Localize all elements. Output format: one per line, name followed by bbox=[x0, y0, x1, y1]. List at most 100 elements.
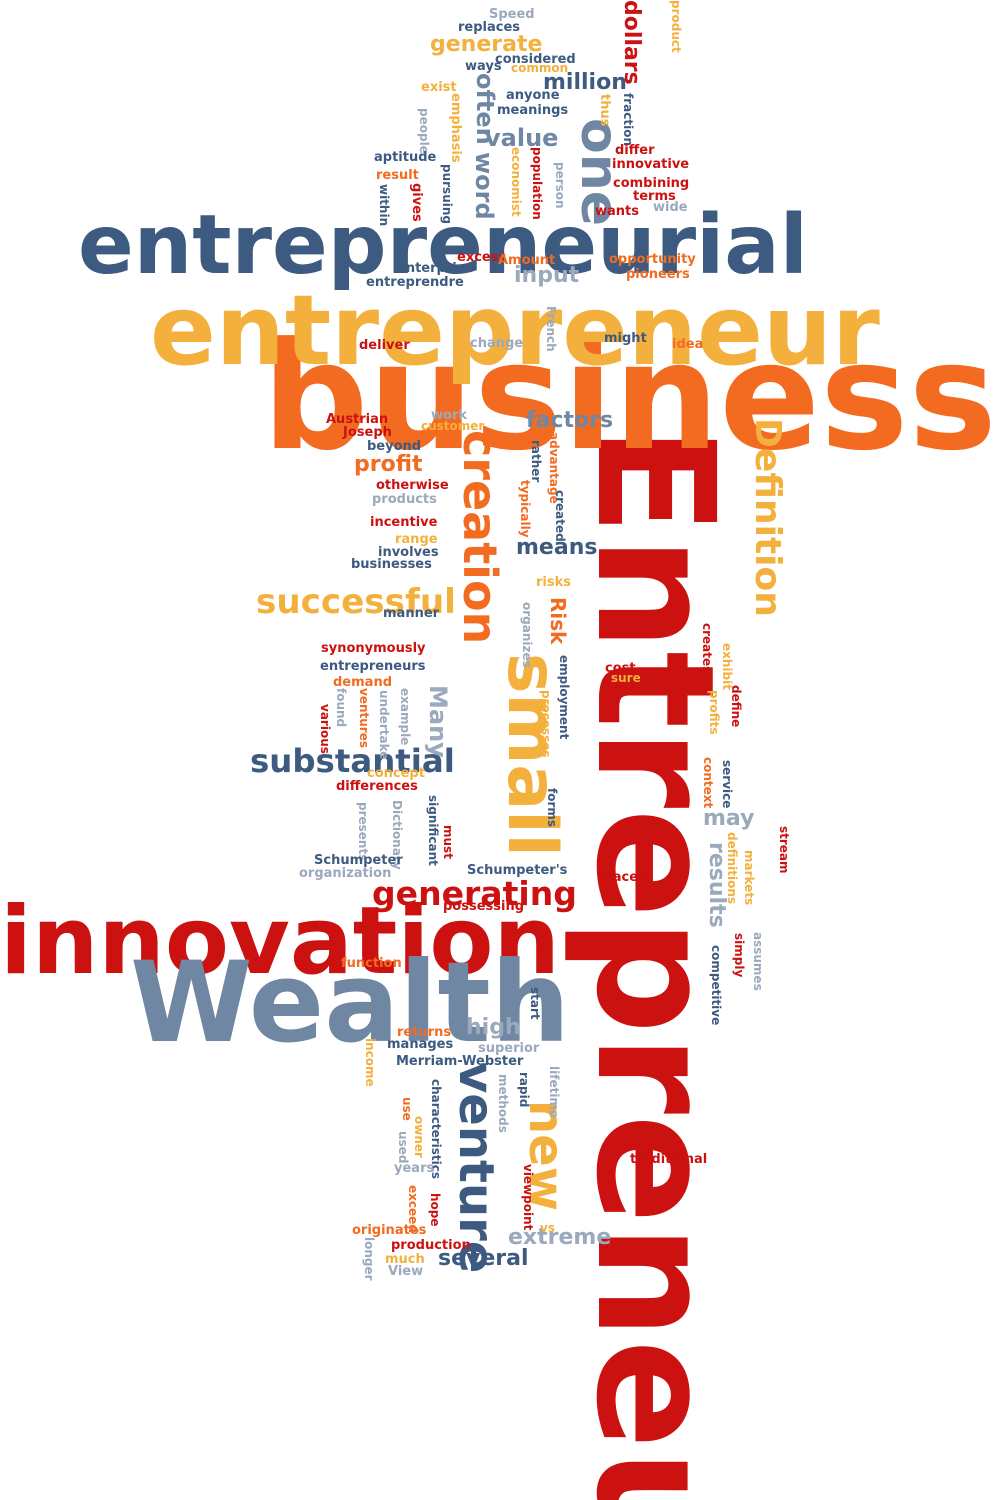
cloud-word: much bbox=[385, 1252, 425, 1267]
cloud-word: hope bbox=[428, 1193, 442, 1227]
cloud-word: Definition bbox=[747, 418, 788, 617]
cloud-word: found bbox=[334, 688, 348, 728]
cloud-word: originates bbox=[352, 1223, 427, 1238]
cloud-word: range bbox=[395, 532, 438, 547]
cloud-word: competitive bbox=[709, 945, 723, 1026]
cloud-word: deliver bbox=[359, 338, 410, 353]
cloud-word: Joseph bbox=[343, 425, 392, 440]
cloud-word: within bbox=[377, 184, 391, 227]
cloud-word: definitions bbox=[725, 832, 739, 905]
cloud-word: emphasis bbox=[448, 93, 463, 163]
cloud-word: customer bbox=[421, 419, 485, 433]
cloud-word: pioneers bbox=[626, 267, 690, 282]
cloud-word: factors bbox=[526, 408, 614, 433]
cloud-word: products bbox=[372, 492, 437, 507]
cloud-word: Many bbox=[424, 685, 452, 758]
cloud-word: replaces bbox=[458, 20, 521, 35]
cloud-word: Wealth bbox=[130, 939, 570, 1068]
cloud-word: entrepreneurs bbox=[320, 659, 426, 674]
cloud-word: forms bbox=[545, 788, 559, 828]
cloud-word: concept bbox=[367, 766, 425, 781]
cloud-word: used bbox=[396, 1131, 410, 1164]
cloud-word: results bbox=[704, 842, 729, 928]
cloud-word: high bbox=[466, 1015, 521, 1040]
cloud-word: created bbox=[553, 490, 567, 542]
cloud-word: traditional bbox=[630, 1152, 708, 1167]
cloud-word: owner bbox=[412, 1116, 426, 1158]
cloud-word: pursuing bbox=[440, 164, 454, 224]
cloud-word: aptitude bbox=[374, 150, 437, 165]
cloud-word: anyone bbox=[506, 88, 560, 103]
cloud-word: profits bbox=[707, 690, 721, 735]
cloud-word: lifetime bbox=[547, 1066, 561, 1119]
cloud-word: exhibit bbox=[720, 643, 734, 690]
cloud-word: assumes bbox=[751, 932, 765, 991]
cloud-word: extreme bbox=[508, 1225, 612, 1250]
cloud-word: word bbox=[470, 152, 498, 220]
cloud-word: processes bbox=[539, 690, 553, 758]
cloud-word: businesses bbox=[351, 557, 432, 572]
cloud-word: define bbox=[729, 685, 743, 728]
cloud-word: input bbox=[514, 263, 580, 288]
cloud-word: fraction bbox=[621, 93, 635, 146]
cloud-word: longer bbox=[362, 1237, 376, 1281]
cloud-word: risks bbox=[536, 575, 571, 590]
cloud-word: Austrian bbox=[326, 412, 389, 427]
cloud-word: organizes bbox=[520, 602, 534, 668]
cloud-word: innovation bbox=[0, 887, 560, 996]
cloud-word: possessing bbox=[443, 899, 525, 914]
cloud-word: entreprendre bbox=[366, 275, 464, 290]
cloud-word: terms bbox=[633, 189, 676, 204]
cloud-word: placed bbox=[599, 870, 648, 885]
cloud-word: stream bbox=[777, 826, 791, 874]
cloud-word: methods bbox=[496, 1074, 510, 1133]
cloud-word: successful bbox=[256, 582, 456, 622]
cloud-word: context bbox=[701, 757, 715, 809]
cloud-word: opportunity bbox=[609, 252, 696, 267]
cloud-word: rather bbox=[529, 440, 543, 483]
cloud-word: million bbox=[543, 70, 627, 95]
cloud-word: creation bbox=[453, 430, 507, 645]
cloud-word: business bbox=[262, 311, 997, 484]
cloud-word: change bbox=[470, 336, 524, 351]
cloud-word: result bbox=[376, 168, 419, 183]
cloud-word: differences bbox=[336, 779, 418, 794]
cloud-word: idea bbox=[672, 337, 704, 352]
cloud-word: innovative bbox=[612, 157, 690, 172]
cloud-word: meanings bbox=[497, 103, 569, 118]
cloud-word: generate bbox=[430, 32, 543, 57]
cloud-word: people bbox=[417, 108, 431, 154]
cloud-word: gives bbox=[409, 183, 424, 222]
cloud-word: production bbox=[391, 1238, 471, 1253]
cloud-word: years bbox=[394, 1161, 435, 1176]
cloud-word: typically bbox=[518, 480, 532, 538]
cloud-word: profit bbox=[354, 452, 423, 477]
cloud-word: otherwise bbox=[376, 478, 449, 493]
cloud-word: common bbox=[511, 61, 569, 75]
cloud-word: Merriam-Webster bbox=[396, 1054, 524, 1069]
cloud-word: involves bbox=[378, 545, 439, 560]
cloud-word: wide bbox=[653, 200, 688, 215]
cloud-word: ventures bbox=[357, 688, 371, 748]
cloud-word: value bbox=[485, 124, 559, 152]
cloud-word: demand bbox=[333, 675, 393, 690]
cloud-word: undertake bbox=[377, 690, 391, 760]
cloud-word: Schumpeter's bbox=[467, 863, 568, 878]
cloud-word: entrepreneurial bbox=[78, 198, 808, 293]
cloud-word: superior bbox=[478, 1041, 540, 1056]
cloud-word: may bbox=[703, 806, 755, 831]
cloud-word: product bbox=[669, 0, 683, 53]
cloud-word: returns bbox=[397, 1025, 452, 1040]
cloud-word: Amount bbox=[498, 253, 556, 268]
cloud-word: Speed bbox=[489, 7, 535, 22]
cloud-word: Schumpeter bbox=[314, 853, 403, 868]
cloud-word: economist bbox=[509, 147, 523, 217]
cloud-word: often bbox=[471, 73, 499, 145]
cloud-word: start bbox=[528, 987, 542, 1020]
cloud-word: means bbox=[516, 535, 598, 560]
cloud-word: combining bbox=[613, 176, 690, 191]
cloud-word: rapid bbox=[517, 1072, 531, 1108]
cloud-word: generating bbox=[372, 874, 577, 913]
cloud-word: wants bbox=[595, 204, 639, 219]
cloud-word: sure bbox=[611, 671, 641, 685]
